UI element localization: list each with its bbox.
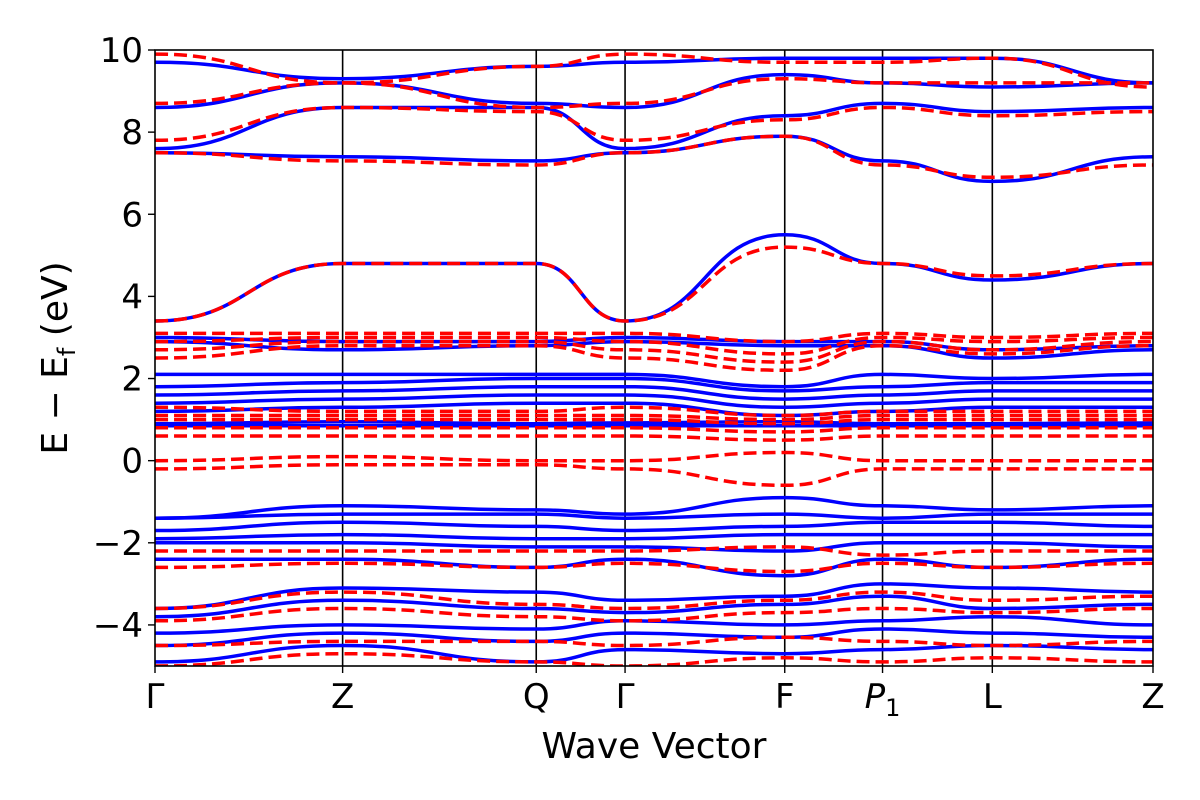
- y-axis: −4 −2 0 2 4 6 8 10: [93, 31, 155, 646]
- x-tick-label: L: [983, 677, 1002, 717]
- spin-down-band: [155, 413, 1153, 422]
- spin-up-band: [155, 401, 1153, 418]
- spin-up-band: [155, 532, 1153, 541]
- y-tick-label: −4: [93, 606, 143, 646]
- spin-down-band: [155, 606, 1153, 623]
- spin-down-band: [155, 52, 1153, 89]
- spin-up-band: [155, 335, 1153, 352]
- series-layer: [155, 52, 1153, 666]
- spin-down-band: [155, 463, 1153, 488]
- x-tick-label: Γ: [146, 677, 165, 717]
- spin-down-band: [155, 434, 1153, 442]
- spin-down-band: [155, 561, 1153, 574]
- series-spin-up: [155, 56, 1153, 664]
- spin-up-band: [155, 520, 1153, 533]
- y-tick-label: 6: [121, 195, 143, 235]
- spin-down-band: [155, 335, 1153, 356]
- y-tick-label: −2: [93, 524, 143, 564]
- x-tick-label-sub: 1: [885, 694, 900, 722]
- spin-down-band: [155, 331, 1153, 344]
- spin-down-band: [155, 426, 1153, 434]
- y-tick-label: 10: [100, 31, 143, 71]
- spin-up-band: [155, 541, 1153, 553]
- spin-up-band: [155, 372, 1153, 389]
- y-tick-label: 0: [121, 442, 143, 482]
- y-tick-label: 2: [121, 360, 143, 400]
- spin-down-band: [155, 635, 1153, 648]
- y-axis-title-sub: f: [53, 347, 81, 356]
- spin-up-band: [155, 582, 1153, 611]
- x-tick-label: Z: [1141, 677, 1164, 717]
- spin-down-band: [155, 343, 1153, 373]
- spin-up-band: [155, 134, 1153, 184]
- y-tick-label: 4: [121, 277, 143, 317]
- x-axis-title: Wave Vector: [542, 726, 767, 767]
- y-tick-label: 8: [121, 113, 143, 153]
- spin-down-band: [155, 651, 1153, 666]
- x-tick-label: P1: [865, 677, 901, 722]
- x-tick-label: Γ: [616, 677, 635, 717]
- spin-down-band: [155, 545, 1153, 557]
- spin-up-band: [155, 614, 1153, 635]
- spin-up-band: [155, 419, 1153, 426]
- spin-down-band: [155, 590, 1153, 611]
- x-tick-label: Q: [523, 677, 550, 717]
- spin-down-band: [155, 134, 1153, 180]
- spin-down-band: [155, 245, 1153, 323]
- spin-up-band: [155, 339, 1153, 360]
- plot-frame: [154, 49, 1154, 667]
- spin-down-band: [155, 417, 1153, 426]
- x-tick-label-main: P: [865, 677, 886, 717]
- spin-down-band: [155, 105, 1153, 143]
- spin-up-band: [155, 384, 1153, 401]
- spin-up-band: [155, 495, 1153, 520]
- spin-down-band: [155, 339, 1153, 364]
- spin-up-band: [155, 627, 1153, 648]
- y-axis-title-lead: E − E: [35, 356, 76, 455]
- x-axis: Γ Z Q Γ F P1 L Z: [146, 666, 1165, 722]
- spin-up-band: [155, 594, 1153, 619]
- spin-up-band: [155, 512, 1153, 520]
- series-spin-down: [155, 52, 1153, 666]
- spin-down-band: [155, 76, 1153, 110]
- spin-up-band: [155, 376, 1153, 393]
- spin-down-band: [155, 450, 1153, 463]
- x-tick-label: F: [775, 677, 795, 717]
- y-axis-title: E − Ef (eV): [35, 261, 81, 454]
- x-tick-label: Z: [331, 677, 354, 717]
- spin-up-band: [155, 393, 1153, 410]
- y-axis-title-tail: (eV): [35, 261, 76, 347]
- spin-down-band: [155, 405, 1153, 418]
